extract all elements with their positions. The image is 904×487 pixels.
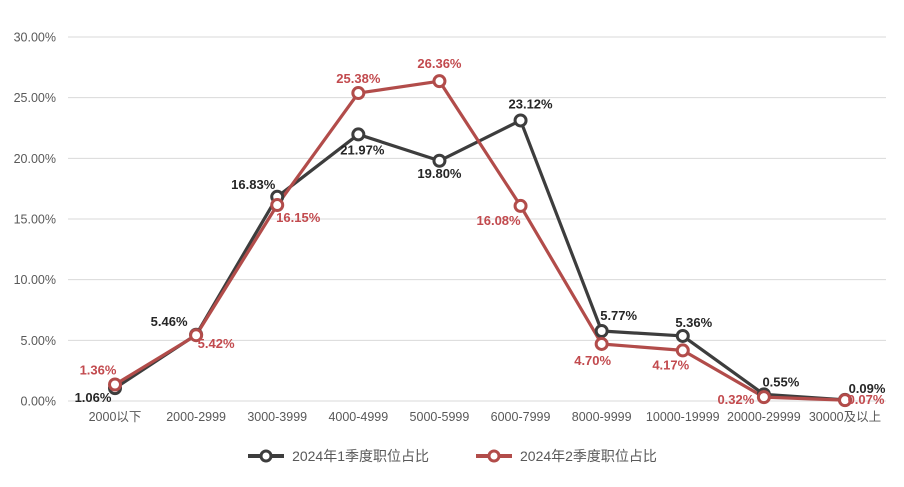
y-tick-label: 25.00%: [14, 91, 56, 105]
data-point-series2[interactable]: [270, 198, 285, 213]
series-line-1: [114, 118, 846, 402]
data-point-series1[interactable]: [594, 323, 609, 338]
x-tick-label: 20000-29999: [727, 410, 801, 424]
x-tick-label: 30000及以上: [809, 410, 881, 424]
x-tick-label: 2000以下: [89, 410, 142, 424]
series-line-2: [114, 79, 846, 402]
legend-label-q2: 2024年2季度职位占比: [520, 448, 657, 464]
legend-label-q1: 2024年1季度职位占比: [292, 448, 429, 464]
data-label-series2: 0.32%: [717, 392, 754, 407]
y-tick-label: 30.00%: [14, 31, 56, 45]
data-point-series1[interactable]: [675, 328, 690, 343]
x-tick-label: 3000-3999: [247, 410, 307, 424]
data-label-series2: 4.70%: [574, 353, 611, 368]
data-point-series2[interactable]: [513, 198, 528, 213]
y-tick-label: 15.00%: [14, 213, 56, 227]
y-tick-label: 5.00%: [21, 334, 56, 348]
data-point-series2[interactable]: [594, 336, 609, 351]
x-tick-label: 2000-2999: [166, 410, 226, 424]
data-label-series1: 19.80%: [417, 166, 462, 181]
data-label-series1: 5.36%: [675, 315, 712, 330]
data-label-series1: 23.12%: [509, 96, 554, 111]
data-point-series2[interactable]: [351, 86, 366, 101]
data-point-series2[interactable]: [189, 328, 204, 343]
x-tick-label: 4000-4999: [328, 410, 388, 424]
data-label-series2: 5.42%: [198, 336, 235, 351]
data-point-series1[interactable]: [351, 127, 366, 142]
y-tick-label: 0.00%: [21, 395, 56, 409]
legend-item-q1-series[interactable]: 2024年1季度职位占比: [247, 449, 429, 463]
data-label-series1: 5.46%: [151, 314, 188, 329]
data-point-series2[interactable]: [756, 390, 771, 405]
data-point-series2[interactable]: [432, 74, 447, 89]
data-point-series2[interactable]: [675, 343, 690, 358]
y-tick-label: 20.00%: [14, 152, 56, 166]
data-label-series2: 16.08%: [477, 213, 522, 228]
legend: 2024年1季度职位占比 2024年2季度职位占比: [0, 449, 904, 463]
x-tick-label: 5000-5999: [410, 410, 470, 424]
data-point-series1[interactable]: [513, 113, 528, 128]
data-label-series1: 0.09%: [849, 381, 886, 396]
data-point-series2[interactable]: [838, 393, 852, 408]
data-label-series2: 16.15%: [276, 210, 321, 225]
data-label-series2: 1.36%: [80, 362, 117, 377]
data-label-series2: 26.36%: [417, 56, 462, 71]
x-tick-label: 10000-19999: [646, 410, 720, 424]
x-tick-label: 6000-7999: [491, 410, 551, 424]
data-label-series1: 21.97%: [340, 142, 385, 157]
data-label-series1: 5.77%: [600, 308, 637, 323]
data-point-series1[interactable]: [432, 153, 447, 168]
x-tick-label: 8000-9999: [572, 410, 632, 424]
q2-line-marker-icon: [476, 449, 512, 463]
data-label-series1: 0.55%: [762, 374, 799, 389]
data-point-series2[interactable]: [108, 377, 122, 392]
q1-line-marker-icon: [248, 449, 285, 463]
legend-item-q2-series[interactable]: 2024年2季度职位占比: [475, 449, 657, 463]
data-label-series2: 25.38%: [336, 71, 381, 86]
y-tick-label: 10.00%: [14, 273, 56, 287]
data-label-series1: 1.06%: [75, 390, 112, 405]
data-label-series1: 16.83%: [231, 177, 276, 192]
data-label-series2: 4.17%: [652, 357, 689, 372]
data-label-series2: 0.07%: [848, 392, 885, 407]
